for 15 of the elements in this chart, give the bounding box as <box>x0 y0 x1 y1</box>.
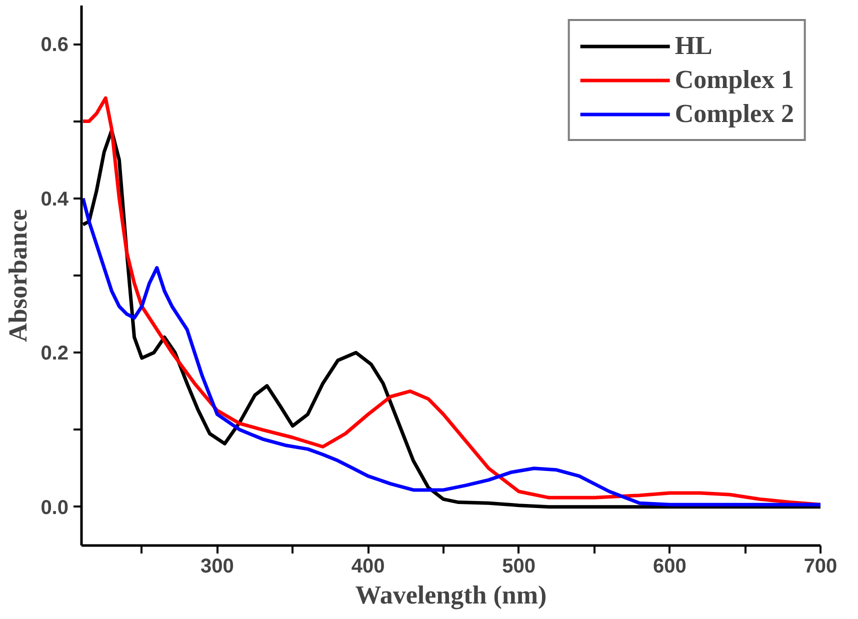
x-tick-label: 400 <box>351 556 385 578</box>
legend-label: Complex 1 <box>674 65 794 95</box>
x-tick-label: 600 <box>653 556 686 578</box>
y-tick-label: 0.4 <box>40 188 70 210</box>
y-tick-label: 0.2 <box>40 342 69 365</box>
x-tick-label: 700 <box>804 556 838 578</box>
legend-label: HL <box>674 31 712 61</box>
y-tick-label: 0.6 <box>40 34 69 56</box>
legend-label: Complex 2 <box>674 99 794 129</box>
y-axis-title: Absorbance <box>4 209 33 342</box>
y-tick-label: 0.0 <box>40 496 69 519</box>
line-series <box>82 196 820 506</box>
x-tick-label: 500 <box>502 556 536 578</box>
x-tick-label: 300 <box>200 556 234 578</box>
x-axis-title: Wavelength (nm) <box>355 580 547 610</box>
